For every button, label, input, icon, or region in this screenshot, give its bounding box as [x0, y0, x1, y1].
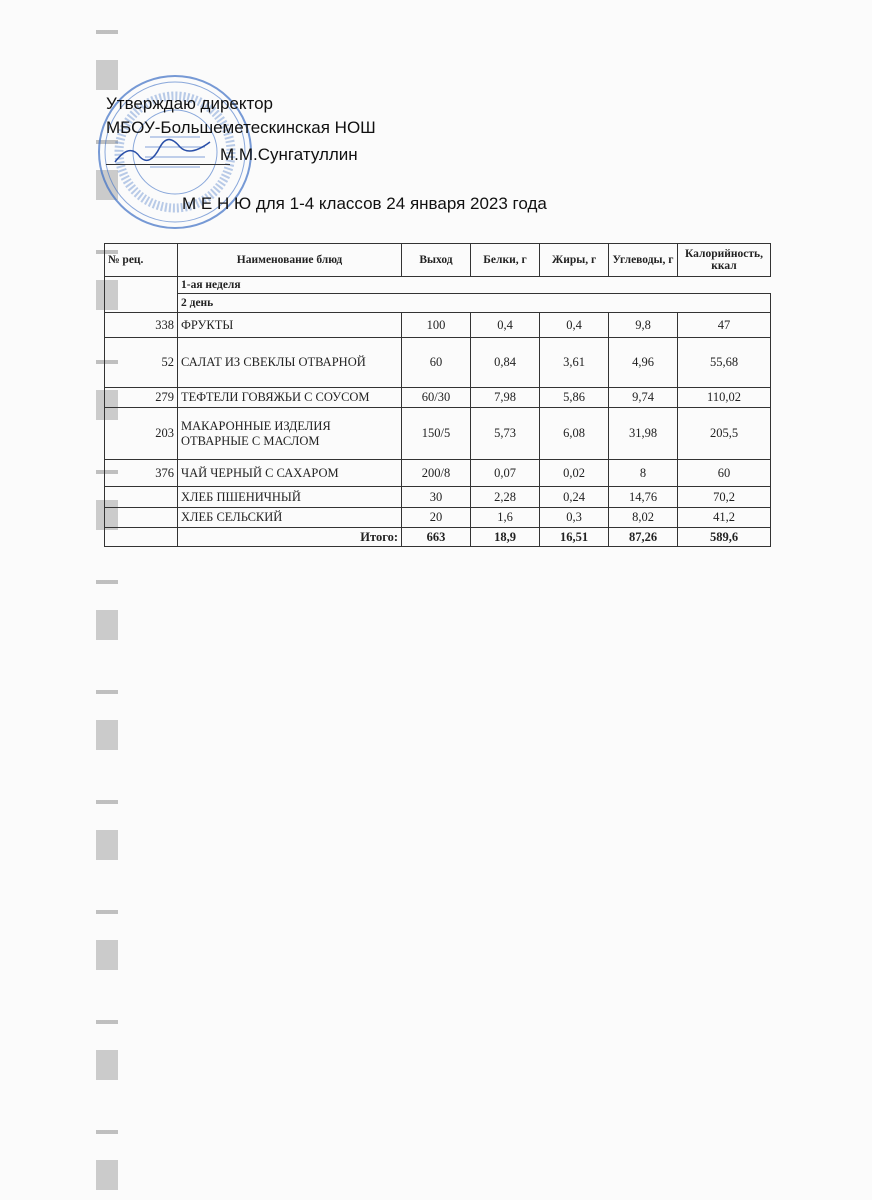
approval-line-1: Утверждаю директор	[106, 94, 274, 113]
total-kcal: 589,6	[677, 527, 771, 547]
recipe-number: 279	[104, 387, 178, 408]
col-rec: № рец.	[104, 243, 178, 277]
dish-name: ФРУКТЫ	[177, 312, 402, 338]
portion: 60/30	[401, 387, 471, 408]
day-label: 2 день	[177, 293, 771, 313]
carbs: 8	[608, 459, 678, 487]
portion: 150/5	[401, 407, 471, 460]
col-out: Выход	[401, 243, 471, 277]
menu-table: № рец. Наименование блюд Выход Белки, г …	[104, 243, 771, 547]
signature-line	[106, 164, 230, 165]
total-carbs: 87,26	[608, 527, 678, 547]
calories: 110,02	[677, 387, 771, 408]
page-title: М Е Н Ю для 1-4 классов 24 января 2023 г…	[182, 194, 547, 213]
table-row: ХЛЕБ СЕЛЬСКИЙ 20 1,6 0,3 8,02 41,2	[104, 507, 771, 528]
dish-name: ТЕФТЕЛИ ГОВЯЖЬИ С СОУСОМ	[177, 387, 402, 408]
table-row: ХЛЕБ ПШЕНИЧНЫЙ 30 2,28 0,24 14,76 70,2	[104, 486, 771, 508]
calories: 60	[677, 459, 771, 487]
fat: 5,86	[539, 387, 609, 408]
carbs: 4,96	[608, 337, 678, 388]
calories: 70,2	[677, 486, 771, 508]
approval-line-3: М.М.Сунгатуллин	[220, 145, 358, 164]
fat: 0,24	[539, 486, 609, 508]
protein: 1,6	[470, 507, 540, 528]
total-out: 663	[401, 527, 471, 547]
school-stamp	[98, 75, 252, 229]
calories: 47	[677, 312, 771, 338]
recipe-number: 376	[104, 459, 178, 487]
portion: 100	[401, 312, 471, 338]
table-row: 279 ТЕФТЕЛИ ГОВЯЖЬИ С СОУСОМ 60/30 7,98 5,86…	[104, 387, 771, 408]
protein: 0,84	[470, 337, 540, 388]
fat: 3,61	[539, 337, 609, 388]
portion: 60	[401, 337, 471, 388]
recipe-number: 52	[104, 337, 178, 388]
dish-name: САЛАТ ИЗ СВЕКЛЫ ОТВАРНОЙ	[177, 337, 402, 388]
recipe-number: 203	[104, 407, 178, 460]
table-header: № рец. Наименование блюд Выход Белки, г …	[104, 243, 771, 277]
total-protein: 18,9	[470, 527, 540, 547]
table-row: 338 ФРУКТЫ 100 0,4 0,4 9,8 47	[104, 312, 771, 338]
dish-name: ХЛЕБ СЕЛЬСКИЙ	[177, 507, 402, 528]
fat: 0,4	[539, 312, 609, 338]
protein: 7,98	[470, 387, 540, 408]
calories: 55,68	[677, 337, 771, 388]
table-row: 52 САЛАТ ИЗ СВЕКЛЫ ОТВАРНОЙ 60 0,84 3,61 4,96…	[104, 337, 771, 388]
carbs: 14,76	[608, 486, 678, 508]
carbs: 9,74	[608, 387, 678, 408]
recipe-number	[104, 507, 178, 528]
calories: 205,5	[677, 407, 771, 460]
dish-name: ХЛЕБ ПШЕНИЧНЫЙ	[177, 486, 402, 508]
col-fat: Жиры, г	[539, 243, 609, 277]
table-row: 203 МАКАРОННЫЕ ИЗДЕЛИЯ ОТВАРНЫЕ С МАСЛОМ 1…	[104, 407, 771, 460]
recipe-number	[104, 486, 178, 508]
portion: 30	[401, 486, 471, 508]
fat: 0,3	[539, 507, 609, 528]
protein: 2,28	[470, 486, 540, 508]
total-row: Итого: 663 18,9 16,51 87,26 589,6	[104, 527, 771, 547]
approval-line-2: МБОУ-Большеметескинская НОШ	[106, 118, 376, 137]
day-row: 2 день	[104, 293, 771, 313]
calories: 41,2	[677, 507, 771, 528]
week-label: 1-ая неделя	[177, 276, 771, 294]
portion: 200/8	[401, 459, 471, 487]
dish-name: ЧАЙ ЧЕРНЫЙ С САХАРОМ	[177, 459, 402, 487]
dish-name: МАКАРОННЫЕ ИЗДЕЛИЯ ОТВАРНЫЕ С МАСЛОМ	[177, 407, 402, 460]
carbs: 31,98	[608, 407, 678, 460]
fat: 0,02	[539, 459, 609, 487]
protein: 0,07	[470, 459, 540, 487]
portion: 20	[401, 507, 471, 528]
col-name: Наименование блюд	[177, 243, 402, 277]
col-carbs: Углеводы, г	[608, 243, 678, 277]
fat: 6,08	[539, 407, 609, 460]
carbs: 8,02	[608, 507, 678, 528]
total-label: Итого:	[177, 527, 402, 547]
carbs: 9,8	[608, 312, 678, 338]
total-fat: 16,51	[539, 527, 609, 547]
recipe-number: 338	[104, 312, 178, 338]
col-kcal: Калорийность, ккал	[677, 243, 771, 277]
protein: 5,73	[470, 407, 540, 460]
table-row: 376 ЧАЙ ЧЕРНЫЙ С САХАРОМ 200/8 0,07 0,02 8 60	[104, 459, 771, 487]
protein: 0,4	[470, 312, 540, 338]
week-row: 1-ая неделя	[104, 276, 771, 294]
col-protein: Белки, г	[470, 243, 540, 277]
signature	[114, 138, 211, 163]
